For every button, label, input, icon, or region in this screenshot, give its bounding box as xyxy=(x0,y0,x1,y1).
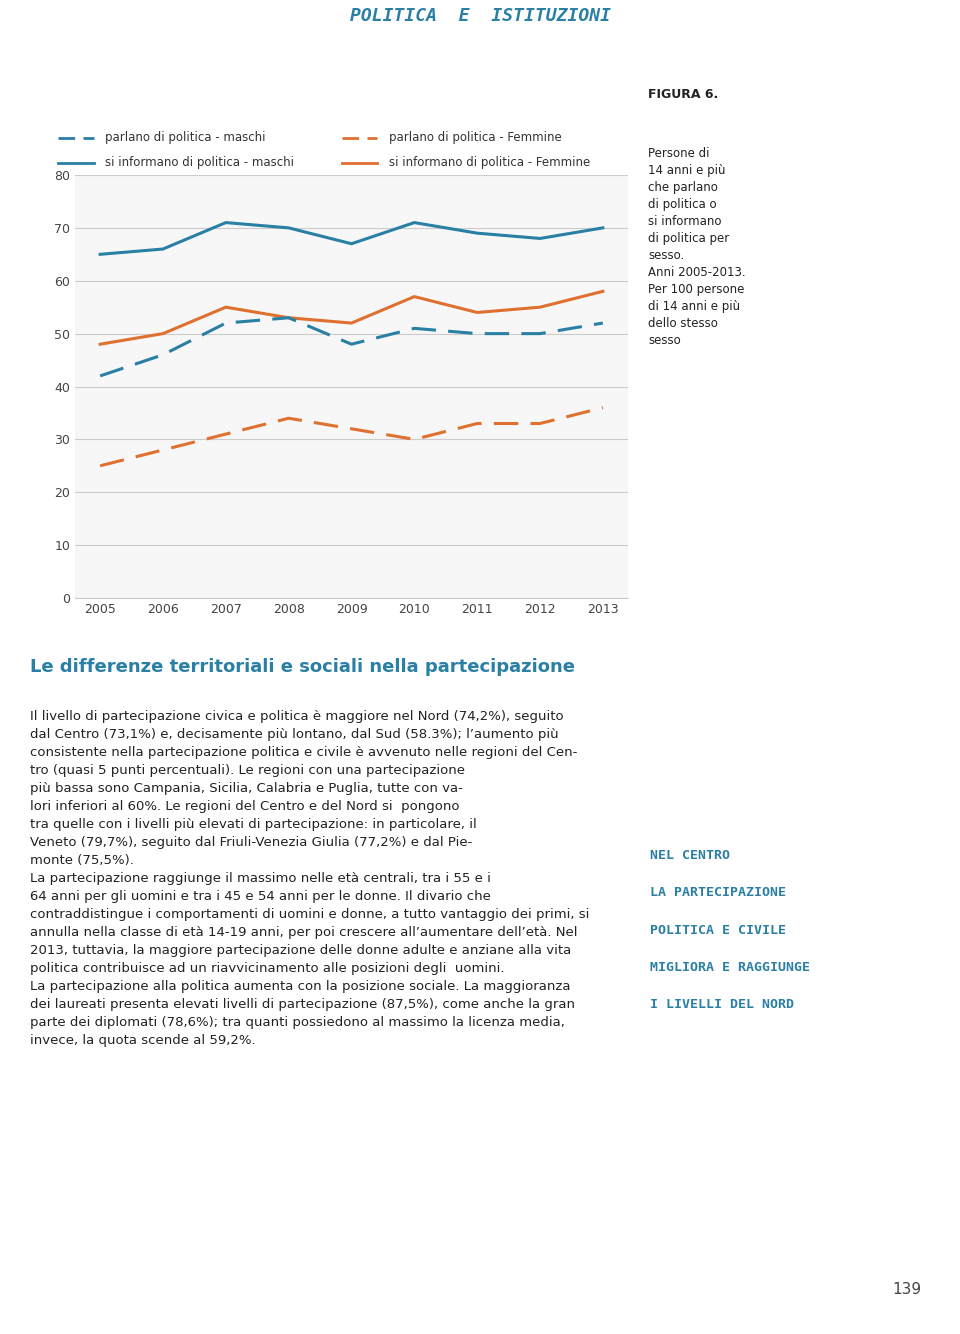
Text: MIGLIORA E RAGGIUNGE: MIGLIORA E RAGGIUNGE xyxy=(650,960,810,974)
Text: Le differenze territoriali e sociali nella partecipazione: Le differenze territoriali e sociali nel… xyxy=(30,659,575,676)
Text: 139: 139 xyxy=(893,1282,922,1298)
Text: FIGURA 6.: FIGURA 6. xyxy=(648,88,718,101)
Text: POLITICA E CIVILE: POLITICA E CIVILE xyxy=(650,923,786,936)
Text: LE DONNE RIDUCONO IL GAP CON GLI UOMINI: LE DONNE RIDUCONO IL GAP CON GLI UOMINI xyxy=(37,97,393,112)
Text: parlano di politica - maschi: parlano di politica - maschi xyxy=(106,131,266,144)
Text: Il livello di partecipazione civica e politica è maggiore nel Nord (74,2%), segu: Il livello di partecipazione civica e po… xyxy=(30,710,589,1047)
Text: Persone di
14 anni e più
che parlano
di politica o
si informano
di politica per
: Persone di 14 anni e più che parlano di … xyxy=(648,147,746,347)
Text: LA PARTECIPAZIONE: LA PARTECIPAZIONE xyxy=(650,886,786,899)
Text: parlano di politica - Femmine: parlano di politica - Femmine xyxy=(389,131,562,144)
Text: POLITICA  E  ISTITUZIONI: POLITICA E ISTITUZIONI xyxy=(349,7,611,25)
Text: NEL CENTRO: NEL CENTRO xyxy=(650,850,730,862)
Text: I LIVELLI DEL NORD: I LIVELLI DEL NORD xyxy=(650,998,794,1011)
Text: si informano di politica - Femmine: si informano di politica - Femmine xyxy=(389,156,590,169)
Text: si informano di politica - maschi: si informano di politica - maschi xyxy=(106,156,295,169)
Text: Fonte: Istat, Indagine Aspetti della vita quotidiana: Fonte: Istat, Indagine Aspetti della vit… xyxy=(31,604,292,614)
